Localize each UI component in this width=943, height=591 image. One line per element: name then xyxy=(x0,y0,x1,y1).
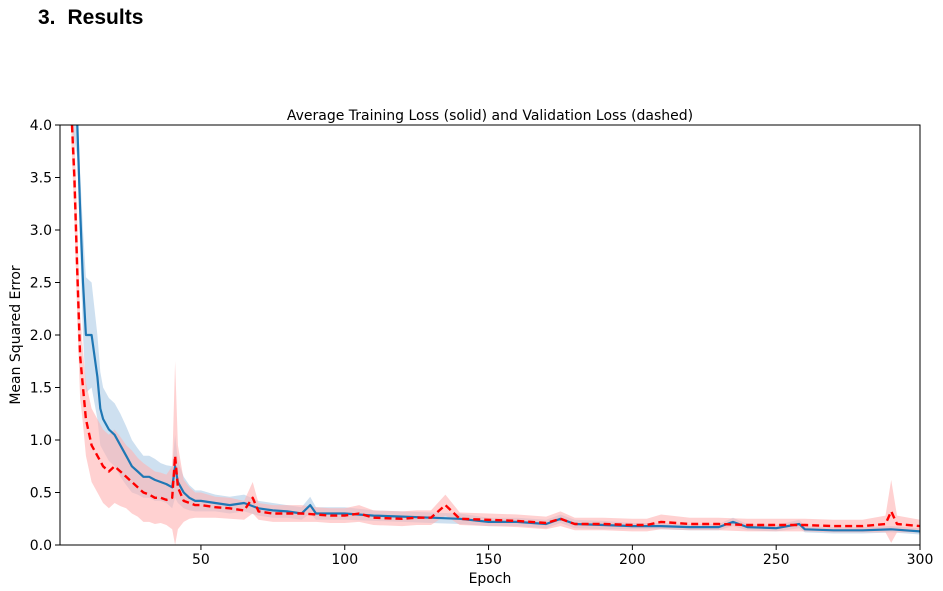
x-tick-label: 100 xyxy=(331,552,358,568)
y-tick-label: 0.5 xyxy=(30,486,52,502)
y-tick-label: 4.0 xyxy=(30,118,52,134)
x-tick-label: 50 xyxy=(192,552,210,568)
x-axis-ticks: 50 100 150 200 250 300 xyxy=(192,545,933,568)
x-tick-label: 250 xyxy=(763,552,790,568)
chart-title: Average Training Loss (solid) and Valida… xyxy=(287,108,693,124)
plot-frame xyxy=(59,124,921,546)
loss-lines xyxy=(70,125,920,533)
y-axis-label: Mean Squared Error xyxy=(8,265,24,405)
x-tick-label: 300 xyxy=(907,552,934,568)
y-tick-label: 3.0 xyxy=(30,223,52,239)
y-axis-ticks: 0.0 0.5 1.0 1.5 2.0 2.5 3.0 3.5 4.0 xyxy=(30,118,60,554)
x-tick-label: 200 xyxy=(619,552,646,568)
x-tick-label: 150 xyxy=(475,552,502,568)
section-number: 3. xyxy=(38,6,56,29)
y-tick-label: 3.5 xyxy=(30,171,52,187)
series-1-line xyxy=(76,125,920,533)
series-1-band xyxy=(71,125,920,535)
y-tick-label: 1.5 xyxy=(30,381,52,397)
confidence-bands xyxy=(71,125,920,545)
series-2-line xyxy=(70,125,920,528)
y-tick-label: 2.5 xyxy=(30,276,52,292)
y-tick-label: 2.0 xyxy=(30,328,52,344)
section-title: Results xyxy=(67,6,144,29)
y-tick-label: 1.0 xyxy=(30,433,52,449)
section-heading: 3. Results xyxy=(38,6,143,30)
series-2-band xyxy=(71,125,920,545)
y-tick-label: 0.0 xyxy=(30,538,52,554)
x-axis-label: Epoch xyxy=(469,571,512,587)
